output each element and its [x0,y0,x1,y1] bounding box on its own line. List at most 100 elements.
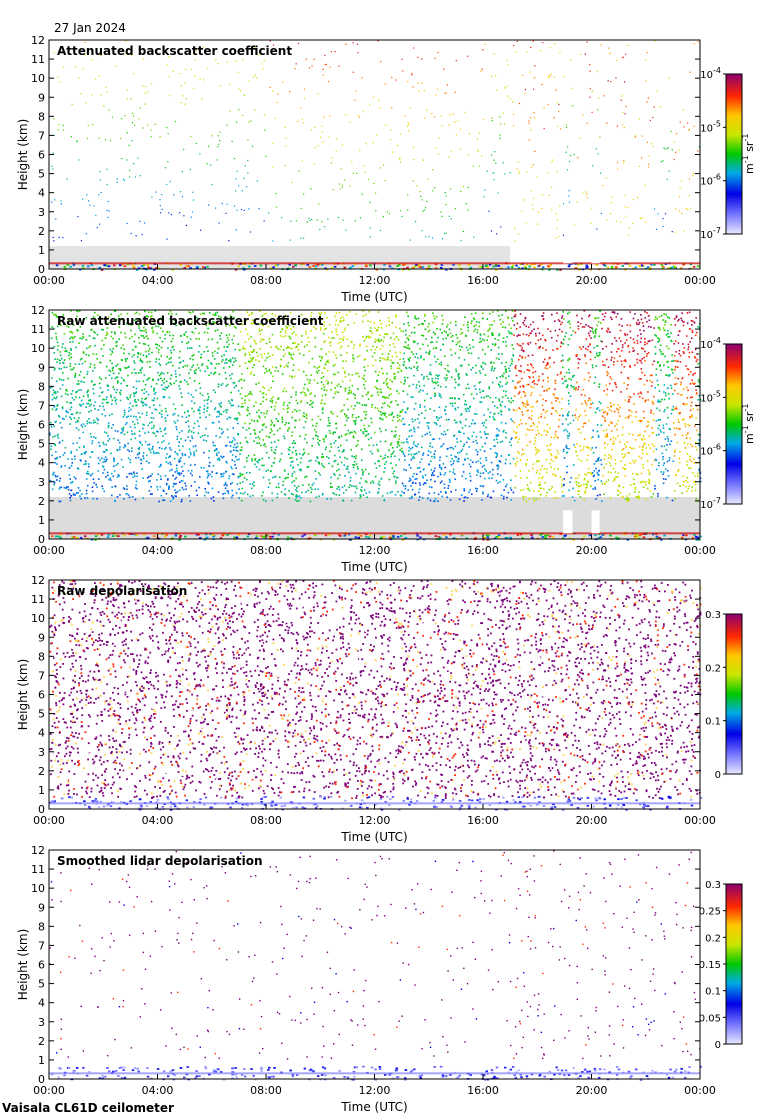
data-point [571,496,574,498]
data-point [395,400,397,402]
data-point [158,404,161,407]
data-point [232,446,235,449]
data-point [488,387,491,390]
boundary-layer-point [81,264,85,267]
data-point [515,409,518,412]
data-point [684,479,687,482]
data-point [357,115,360,117]
data-point [624,475,626,477]
data-point [134,487,137,489]
data-point [618,323,621,326]
data-point [396,446,399,448]
data-point [693,43,695,45]
data-point [146,411,148,414]
data-point [378,460,380,463]
boundary-layer-point [155,267,158,269]
data-point [500,413,503,416]
data-point [87,470,89,473]
data-point [77,491,80,494]
data-point [491,332,493,334]
data-point [359,482,361,484]
data-point [181,396,183,398]
data-point [397,338,400,341]
data-point [267,469,269,471]
data-point [507,397,509,399]
colorbar-tick-exp: -4 [713,66,721,75]
data-point [128,450,131,453]
data-point [134,333,136,336]
data-point [601,340,603,343]
data-point [360,419,363,422]
data-point [152,426,155,429]
data-point [207,491,210,494]
data-point [234,359,237,362]
data-point [96,333,99,336]
data-point [442,443,445,445]
data-point [563,76,565,78]
data-point [329,486,332,488]
colorbar-tick-label: 10-6 [700,173,721,188]
data-point [258,416,261,419]
data-point [239,378,242,381]
data-point [250,371,253,374]
data-point [240,449,243,451]
data-point [103,398,105,401]
data-point [371,394,374,397]
boundary-layer-point [615,266,618,268]
data-point [455,60,457,62]
data-point [239,330,242,333]
data-point [488,324,491,326]
data-point [611,196,613,198]
data-point [238,488,240,490]
data-point [126,132,128,134]
y-tick-label: 1 [38,244,45,257]
colorbar-tick-label: 10-7 [700,226,721,241]
data-point [275,345,278,348]
data-point [637,319,639,321]
data-point [127,398,129,401]
data-point [457,460,460,463]
data-point [627,499,630,502]
boundary-layer-point [445,268,448,271]
data-point [493,362,495,364]
data-point [134,392,137,394]
data-point [587,454,589,457]
data-point [261,63,263,65]
data-point [508,370,511,372]
data-point [431,471,434,474]
data-point [640,438,643,440]
data-point [339,188,341,190]
data-point [688,195,690,197]
data-point [654,485,656,487]
data-point [410,367,413,370]
data-point [239,442,242,444]
data-point [416,445,418,448]
data-point [556,496,559,499]
data-point [67,377,70,380]
data-point [261,315,264,317]
data-point [151,196,153,198]
data-point [353,464,356,466]
data-point [155,383,158,385]
data-point [458,498,461,501]
data-point [339,354,342,357]
data-point [326,370,329,372]
data-point [618,441,621,443]
data-point [566,465,568,468]
data-point [401,482,404,485]
data-point [413,408,416,410]
data-point [144,328,147,331]
data-point [599,402,602,405]
data-point [422,335,425,337]
data-point [341,320,344,322]
data-point [561,423,564,425]
data-point [82,423,85,425]
data-point [128,323,130,326]
data-point [135,401,137,404]
data-point [244,362,247,365]
data-point [333,460,335,463]
data-point [364,171,366,173]
data-point [556,170,558,173]
data-point [86,137,89,140]
data-point [699,480,702,483]
